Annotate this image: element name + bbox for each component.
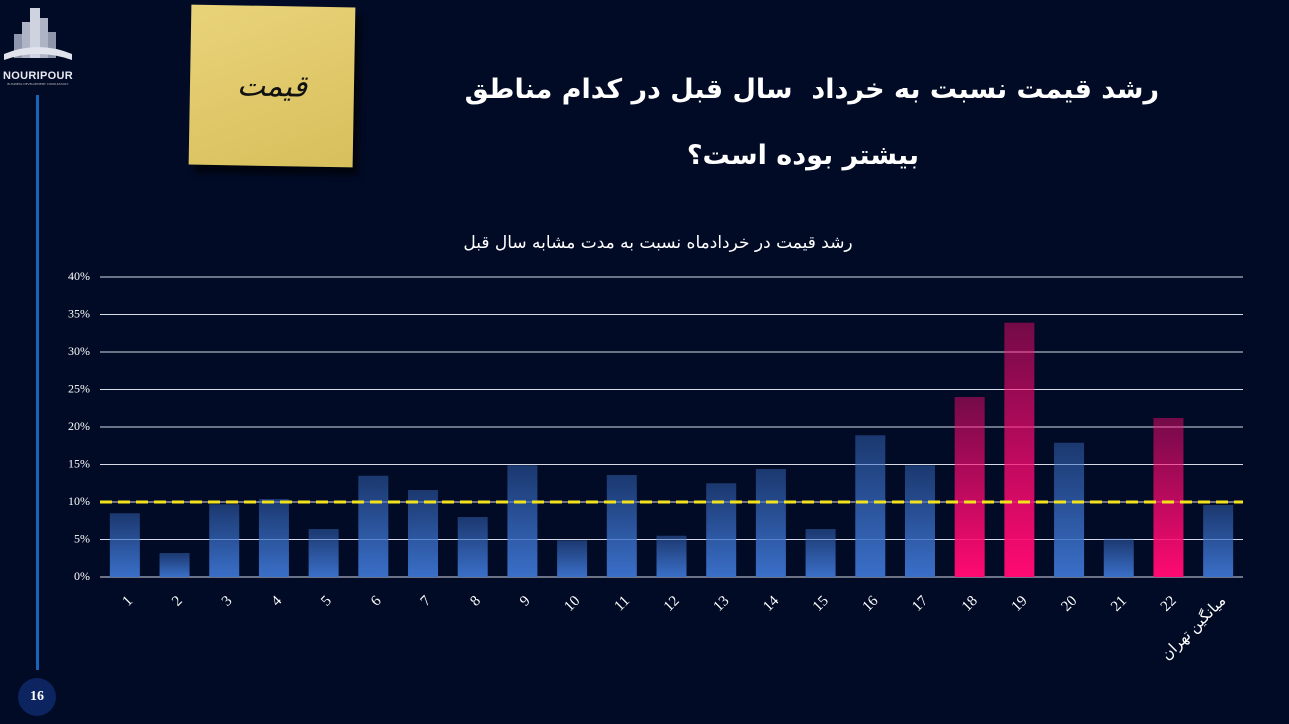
- bar: [954, 397, 985, 577]
- x-tick-label: 4: [269, 593, 286, 610]
- logo-tagline: BUSINESS DEVELOPMENT CONSULTANCY: [7, 82, 69, 86]
- x-tick-label: 8: [467, 593, 484, 610]
- y-tick-label: 30%: [68, 344, 90, 358]
- bar: [706, 483, 737, 577]
- bar: [855, 435, 886, 577]
- x-tick-label: 3: [219, 593, 236, 610]
- bar: [656, 535, 687, 577]
- x-tick-label: 10: [561, 593, 583, 615]
- bar: [1153, 418, 1184, 577]
- y-tick-label: 20%: [68, 419, 90, 433]
- page-number: 16: [18, 678, 56, 716]
- y-tick-label: 40%: [68, 269, 90, 283]
- bar: [258, 499, 289, 577]
- x-tick-label: 2: [169, 593, 186, 610]
- bar: [1054, 442, 1085, 577]
- x-tick-label: 19: [1009, 593, 1031, 615]
- y-tick-label: 35%: [68, 306, 90, 320]
- y-tick-label: 5%: [74, 531, 90, 545]
- bar: [308, 529, 339, 577]
- x-tick-label: 7: [418, 593, 435, 610]
- x-tick-label: 9: [517, 593, 534, 610]
- bar: [358, 475, 389, 577]
- x-tick-label: 1: [119, 593, 136, 610]
- bar: [606, 475, 637, 577]
- side-line: [36, 95, 39, 670]
- x-tick-label: 13: [711, 593, 733, 615]
- x-tick-label: 6: [368, 593, 385, 610]
- x-tick-label: 20: [1058, 593, 1080, 615]
- x-tick-label: 18: [959, 593, 981, 615]
- bar: [755, 469, 786, 577]
- x-tick-label: 21: [1108, 593, 1130, 615]
- bar: [457, 517, 488, 577]
- chart-title: رشد قیمت در خردادماه نسبت به مدت مشابه س…: [463, 233, 852, 253]
- bar: [1004, 322, 1035, 577]
- y-tick-label: 25%: [68, 381, 90, 395]
- y-tick-label: 15%: [68, 456, 90, 470]
- bar: [904, 465, 935, 577]
- bar: [805, 529, 836, 577]
- bar: [408, 490, 439, 577]
- x-tick-label: 14: [760, 593, 782, 615]
- x-tick-label: 15: [810, 593, 832, 615]
- logo: NOURIPOUR BUSINESS DEVELOPMENT CONSULTAN…: [0, 2, 76, 86]
- bar: [1103, 538, 1134, 577]
- bar: [109, 513, 140, 577]
- x-tick-label: 12: [661, 593, 683, 615]
- x-tick-label: 5: [318, 593, 335, 610]
- y-tick-label: 10%: [68, 494, 90, 508]
- x-tick-label: 16: [860, 593, 882, 615]
- logo-icon: [4, 8, 72, 60]
- x-tick-label: 22: [1158, 593, 1180, 615]
- heading: بیشتر بوده است؟: [686, 140, 919, 171]
- bar: [209, 504, 240, 577]
- logo-name: NOURIPOUR: [3, 70, 73, 82]
- bar: [507, 465, 538, 577]
- bar: [1203, 505, 1234, 577]
- bar: [557, 540, 588, 577]
- bar: [159, 553, 190, 577]
- x-tick-label: 11: [612, 593, 634, 615]
- x-tick-label: 17: [909, 593, 931, 615]
- heading: رشد قیمت نسبت به خرداد سال قبل در کدام م…: [464, 74, 1159, 105]
- y-tick-label: 0%: [74, 569, 90, 583]
